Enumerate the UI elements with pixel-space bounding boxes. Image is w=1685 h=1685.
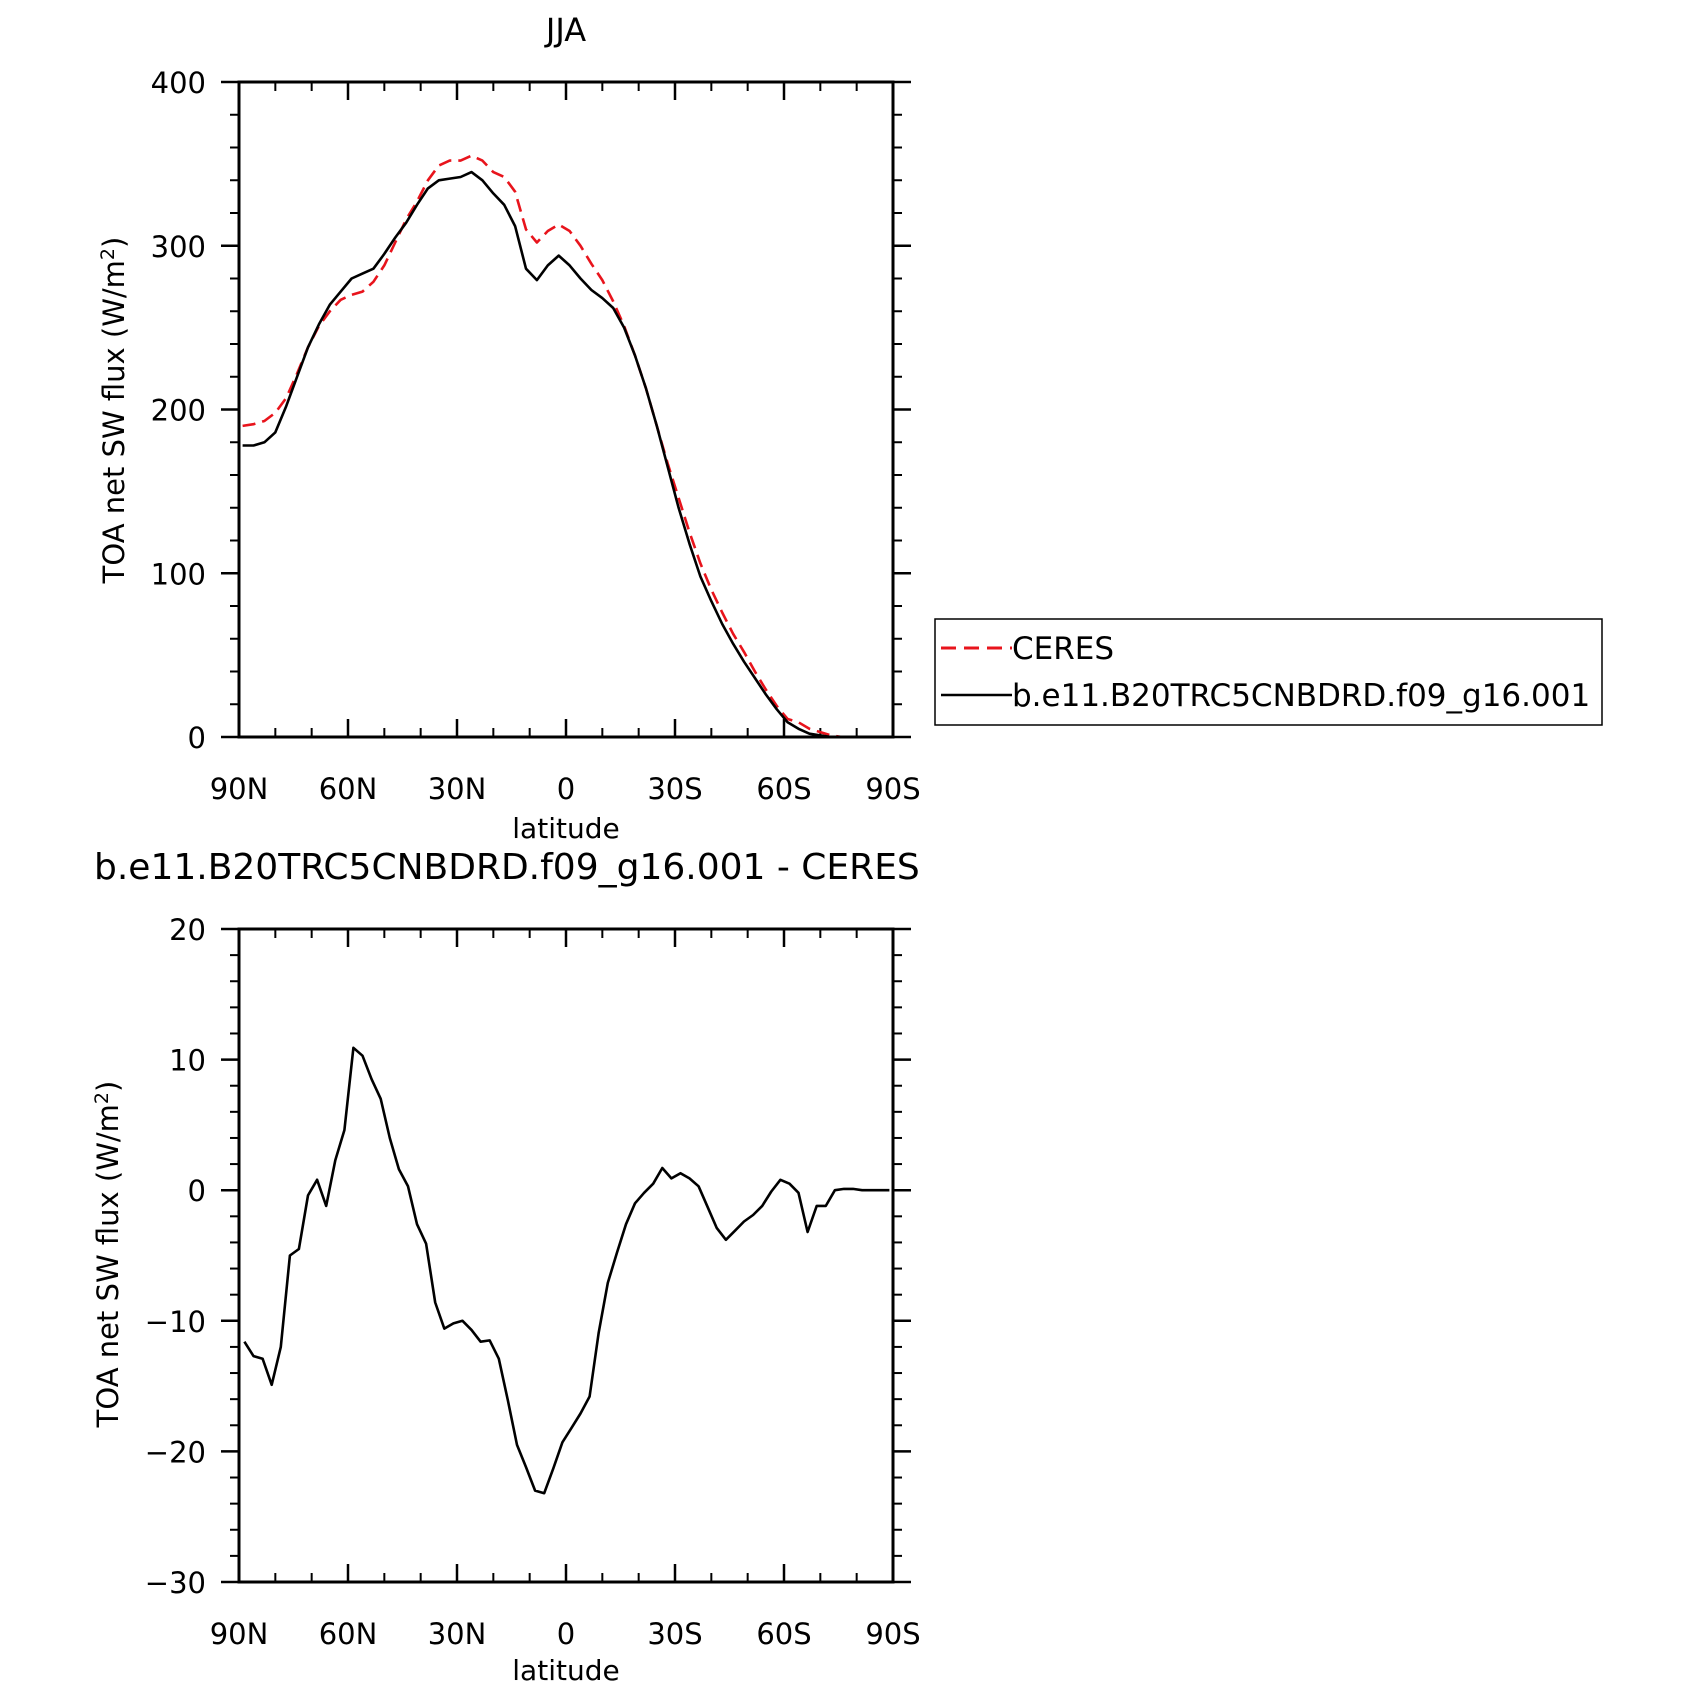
top-x-tick-label: 90S bbox=[865, 772, 920, 806]
bottom-plot-frame bbox=[237, 927, 895, 1584]
bottom-x-axis-label: latitude bbox=[512, 1654, 619, 1685]
bottom-x-tick-label: 30S bbox=[647, 1617, 702, 1651]
top-chart-title: JJA bbox=[544, 11, 586, 49]
bottom-y-tick-label: −10 bbox=[145, 1305, 206, 1339]
top-y-axis-label: TOA net SW flux (W/m2) bbox=[97, 237, 131, 585]
top-x-tick-label: 60S bbox=[756, 772, 811, 806]
bottom-x-tick-label: 90S bbox=[865, 1617, 920, 1651]
top-y-tick-label: 100 bbox=[151, 557, 206, 591]
legend: CERES b.e11.B20TRC5CNBDRD.f09_g16.001 bbox=[934, 618, 1603, 726]
top-series-line-1 bbox=[242, 170, 886, 739]
top-y-tick-label: 0 bbox=[188, 721, 206, 755]
top-y-tick-label: 400 bbox=[151, 66, 206, 100]
legend-model-label: b.e11.B20TRC5CNBDRD.f09_g16.001 bbox=[1012, 678, 1590, 714]
bottom-plot-area: 90N 60N 30N 0 30S 60S 90S −30 −20 −10 0 10 20 bbox=[145, 913, 921, 1651]
bottom-panel: b.e11.B20TRC5CNBDRD.f09_g16.001 - CERES … bbox=[91, 847, 921, 1685]
bottom-x-tick-label: 0 bbox=[557, 1617, 575, 1651]
bottom-y-tick-label: 0 bbox=[188, 1174, 206, 1208]
bottom-y-tick-label: 20 bbox=[169, 913, 206, 947]
top-x-tick-label: 90N bbox=[210, 772, 269, 806]
bottom-x-tick-label: 90N bbox=[210, 1617, 269, 1651]
top-plot-area: 90N 60N 30N 0 30S 60S 90S 0 100 200 300 400 bbox=[151, 66, 921, 806]
top-x-tick-label: 60N bbox=[319, 772, 378, 806]
bottom-x-tick-label: 60N bbox=[319, 1617, 378, 1651]
top-x-axis-label: latitude bbox=[512, 812, 619, 845]
top-y-tick-label: 200 bbox=[151, 394, 206, 428]
bottom-y-tick-label: 10 bbox=[169, 1044, 206, 1078]
top-x-tick-label: 30S bbox=[647, 772, 702, 806]
top-panel: JJA 90N 60N 30N 0 30S 60S 90S 0 100 200 300 400 lat… bbox=[97, 11, 1603, 845]
bottom-chart-title: b.e11.B20TRC5CNBDRD.f09_g16.001 - CERES bbox=[94, 847, 920, 888]
top-x-tick-label: 30N bbox=[428, 772, 487, 806]
top-y-tick-label: 300 bbox=[151, 230, 206, 264]
top-series-line-0 bbox=[242, 154, 886, 739]
bottom-y-tick-label: −30 bbox=[145, 1566, 206, 1600]
bottom-y-axis-label: TOA net SW flux (W/m2) bbox=[91, 1081, 125, 1429]
legend-ceres-label: CERES bbox=[1012, 631, 1114, 667]
top-plot-frame bbox=[237, 80, 895, 739]
bottom-y-tick-label: −20 bbox=[145, 1435, 206, 1469]
bottom-series-line-0 bbox=[243, 1046, 890, 1495]
bottom-x-tick-label: 30N bbox=[428, 1617, 487, 1651]
top-x-tick-label: 0 bbox=[557, 772, 575, 806]
legend-box bbox=[934, 618, 1603, 726]
bottom-x-tick-label: 60S bbox=[756, 1617, 811, 1651]
